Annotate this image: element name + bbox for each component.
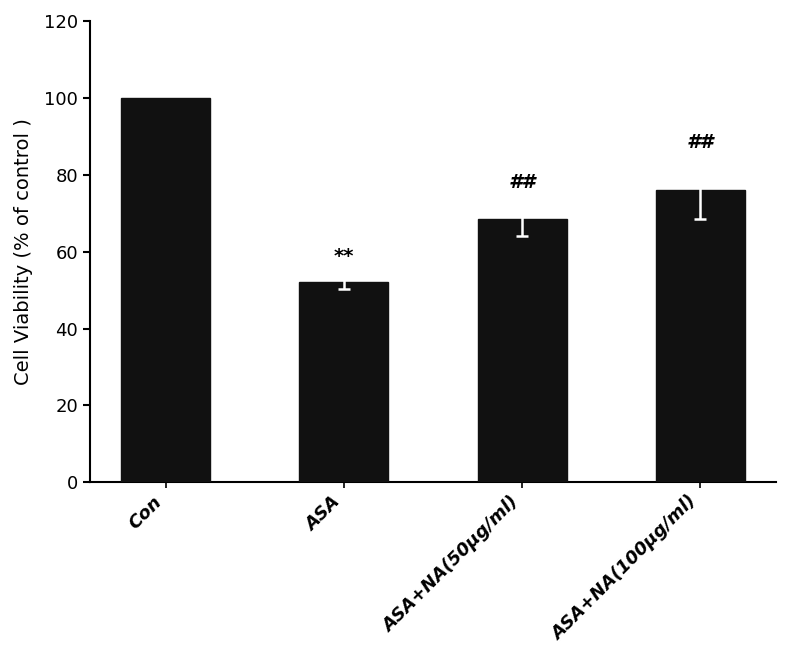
Bar: [121, 98, 210, 482]
Y-axis label: Cell Viability (% of control ): Cell Viability (% of control ): [14, 118, 33, 385]
Text: ##: ##: [509, 173, 536, 192]
Bar: [656, 190, 745, 482]
Bar: [299, 283, 389, 482]
Bar: [478, 219, 566, 482]
Text: ##: ##: [687, 133, 714, 151]
Text: **: **: [333, 247, 354, 266]
